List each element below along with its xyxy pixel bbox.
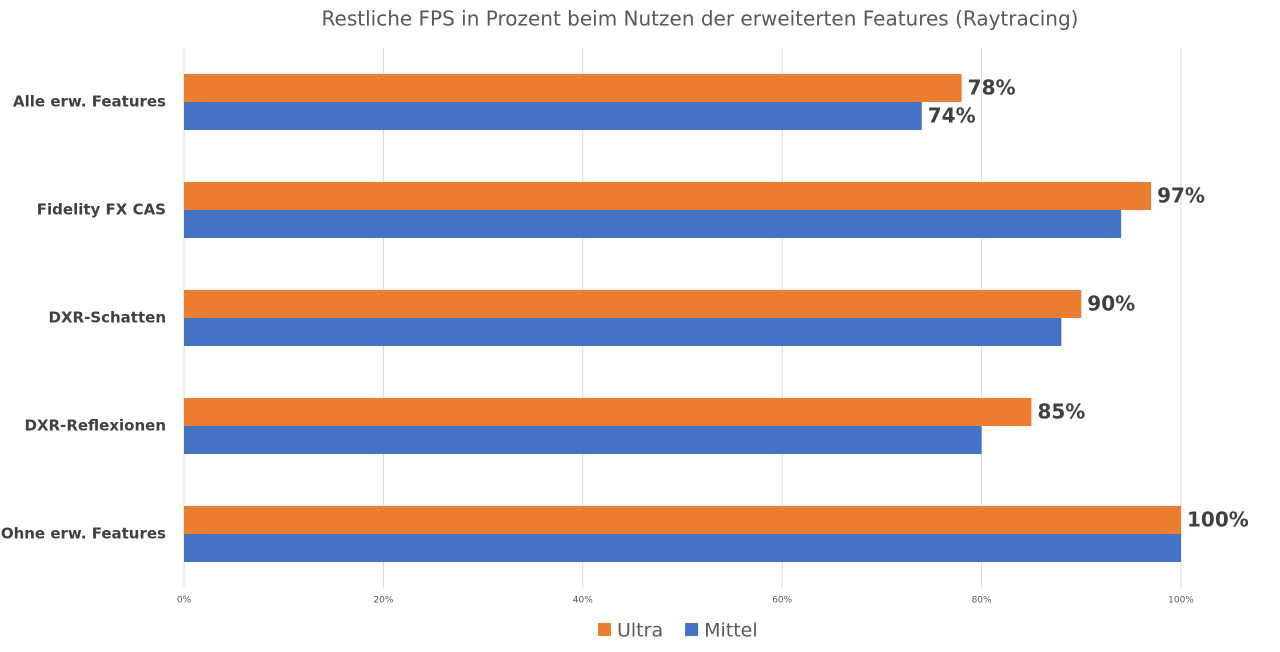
data-label: 74% [928,104,976,128]
bar [184,290,1082,318]
bar [184,182,1152,210]
x-tick-label: 100% [1168,596,1194,606]
chart-title: Restliche FPS in Prozent beim Nutzen der… [322,7,1079,31]
y-tick-label: DXR-Reflexionen [25,417,166,435]
x-tick-label: 40% [573,596,593,606]
legend-swatch [685,623,699,636]
data-label: 85% [1037,400,1085,424]
legend-label: Ultra [617,620,663,642]
data-label: 90% [1087,292,1135,316]
bar [184,210,1122,238]
bar [184,398,1032,426]
bar [184,534,1181,562]
data-label: 78% [968,76,1016,100]
bar [184,426,982,454]
bar [184,74,962,102]
x-tick-label: 0% [177,596,192,606]
bar [184,102,922,130]
legend-swatch [598,623,611,636]
x-tick-label: 60% [772,596,792,606]
x-tick-label: 80% [972,596,992,606]
bar [184,506,1181,534]
bar [184,318,1062,346]
legend-label: Mittel [704,620,758,642]
x-tick-label: 20% [373,596,393,606]
y-tick-label: Ohne erw. Features [1,525,166,543]
y-tick-label: Fidelity FX CAS [37,201,166,219]
y-tick-label: Alle erw. Features [13,93,166,111]
data-label: 97% [1157,184,1205,208]
y-tick-label: DXR-Schatten [49,309,166,327]
data-label: 100% [1187,508,1249,532]
